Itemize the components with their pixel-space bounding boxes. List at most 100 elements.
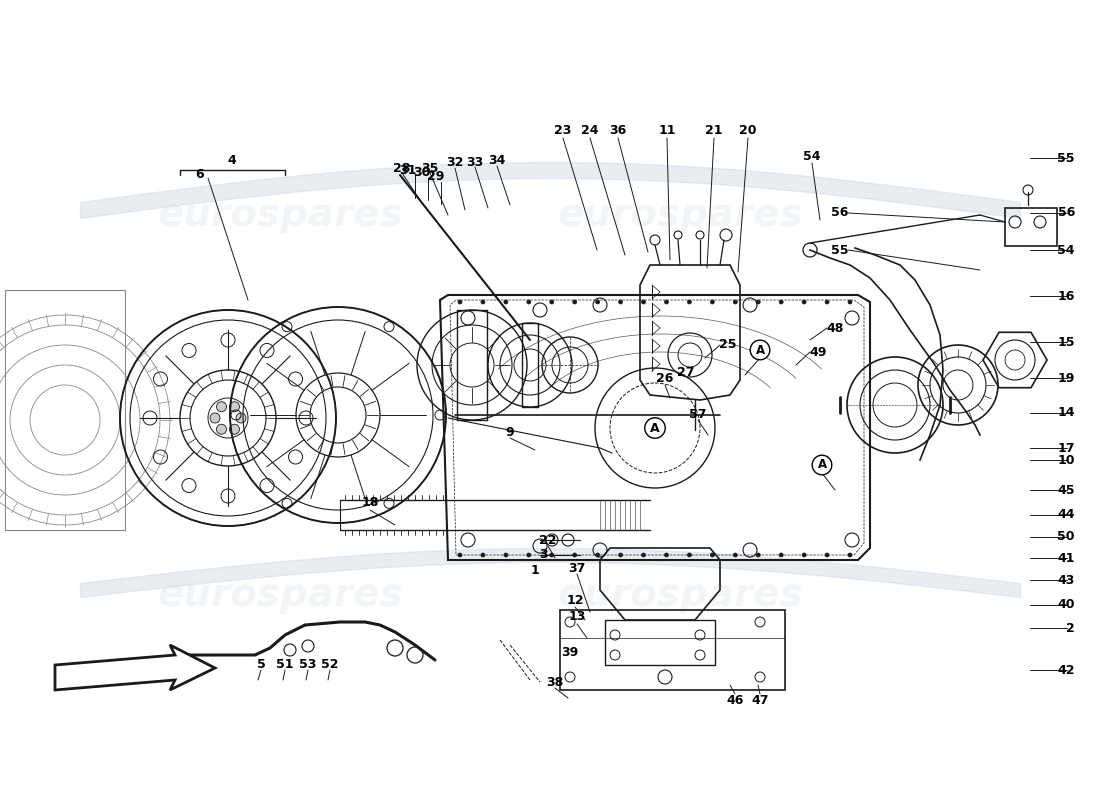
Text: eurospares: eurospares: [557, 196, 803, 234]
Circle shape: [573, 553, 576, 557]
Text: 38: 38: [547, 677, 563, 690]
Circle shape: [481, 553, 485, 557]
Text: A: A: [650, 422, 660, 434]
Circle shape: [236, 413, 246, 423]
Text: 26: 26: [657, 371, 673, 385]
Text: 33: 33: [466, 155, 484, 169]
Text: 42: 42: [1057, 663, 1075, 677]
Text: 55: 55: [1057, 151, 1075, 165]
Text: 39: 39: [561, 646, 579, 658]
Circle shape: [779, 553, 783, 557]
Text: 36: 36: [609, 123, 627, 137]
Circle shape: [217, 402, 227, 412]
Circle shape: [734, 553, 737, 557]
Text: eurospares: eurospares: [557, 576, 803, 614]
Circle shape: [527, 300, 531, 304]
Text: 1: 1: [530, 563, 539, 577]
Circle shape: [504, 553, 508, 557]
Circle shape: [217, 424, 227, 434]
Text: 20: 20: [739, 123, 757, 137]
Text: 56: 56: [1057, 206, 1075, 219]
Bar: [605, 620, 715, 665]
Text: 52: 52: [321, 658, 339, 671]
Text: 37: 37: [569, 562, 585, 574]
Text: 50: 50: [1057, 530, 1075, 543]
Circle shape: [756, 553, 760, 557]
Text: eurospares: eurospares: [157, 196, 403, 234]
Text: 40: 40: [1057, 598, 1075, 611]
Text: 6: 6: [196, 169, 205, 182]
Text: 51: 51: [276, 658, 294, 671]
Text: 4: 4: [228, 154, 236, 166]
Circle shape: [825, 553, 829, 557]
Text: 53: 53: [299, 658, 317, 671]
Circle shape: [641, 553, 646, 557]
Text: A: A: [817, 458, 826, 471]
Text: 3: 3: [539, 549, 548, 562]
Circle shape: [230, 424, 240, 434]
Text: 10: 10: [1057, 454, 1075, 466]
Text: 25: 25: [719, 338, 737, 351]
Text: 5: 5: [256, 658, 265, 671]
Text: eurospares: eurospares: [157, 576, 403, 614]
Circle shape: [210, 413, 220, 423]
Text: 29: 29: [427, 170, 444, 183]
Text: 2: 2: [1066, 622, 1075, 634]
Circle shape: [595, 300, 600, 304]
Circle shape: [848, 300, 852, 304]
Circle shape: [550, 300, 553, 304]
Circle shape: [595, 553, 600, 557]
Text: 15: 15: [1057, 335, 1075, 349]
Bar: [560, 610, 785, 690]
Bar: [1005, 208, 1057, 246]
Circle shape: [802, 300, 806, 304]
Text: 54: 54: [803, 150, 821, 163]
Text: 47: 47: [751, 694, 769, 706]
Text: 16: 16: [1057, 290, 1075, 302]
Circle shape: [825, 300, 829, 304]
Text: 45: 45: [1057, 483, 1075, 497]
Text: 28: 28: [394, 162, 410, 174]
Circle shape: [848, 553, 852, 557]
Circle shape: [641, 300, 646, 304]
Text: 54: 54: [1057, 243, 1075, 257]
Text: 46: 46: [726, 694, 744, 706]
Circle shape: [504, 300, 508, 304]
Text: 49: 49: [810, 346, 827, 358]
Polygon shape: [55, 645, 215, 690]
Text: 57: 57: [690, 409, 706, 422]
Text: 17: 17: [1057, 442, 1075, 454]
Circle shape: [550, 553, 553, 557]
Text: 41: 41: [1057, 551, 1075, 565]
Text: 21: 21: [705, 123, 723, 137]
Text: 9: 9: [506, 426, 515, 438]
Circle shape: [664, 553, 669, 557]
Text: 23: 23: [554, 123, 572, 137]
Text: 14: 14: [1057, 406, 1075, 419]
Text: 34: 34: [488, 154, 506, 167]
Text: A: A: [756, 343, 764, 357]
Circle shape: [618, 300, 623, 304]
Circle shape: [527, 553, 531, 557]
Circle shape: [573, 300, 576, 304]
Text: 31: 31: [399, 163, 417, 177]
Text: 13: 13: [569, 610, 585, 623]
Text: 18: 18: [361, 497, 378, 510]
Text: 35: 35: [421, 162, 439, 174]
Text: 22: 22: [539, 534, 557, 546]
Circle shape: [618, 553, 623, 557]
Bar: [6, 290, 125, 530]
Text: 43: 43: [1057, 574, 1075, 586]
Circle shape: [481, 300, 485, 304]
Text: 12: 12: [566, 594, 584, 606]
Text: 48: 48: [826, 322, 844, 334]
Circle shape: [458, 300, 462, 304]
Circle shape: [711, 300, 714, 304]
Text: 24: 24: [581, 123, 598, 137]
Circle shape: [756, 300, 760, 304]
Circle shape: [779, 300, 783, 304]
Text: 11: 11: [658, 123, 675, 137]
Text: 32: 32: [447, 157, 464, 170]
Text: 27: 27: [678, 366, 695, 379]
Text: 30: 30: [414, 166, 431, 179]
